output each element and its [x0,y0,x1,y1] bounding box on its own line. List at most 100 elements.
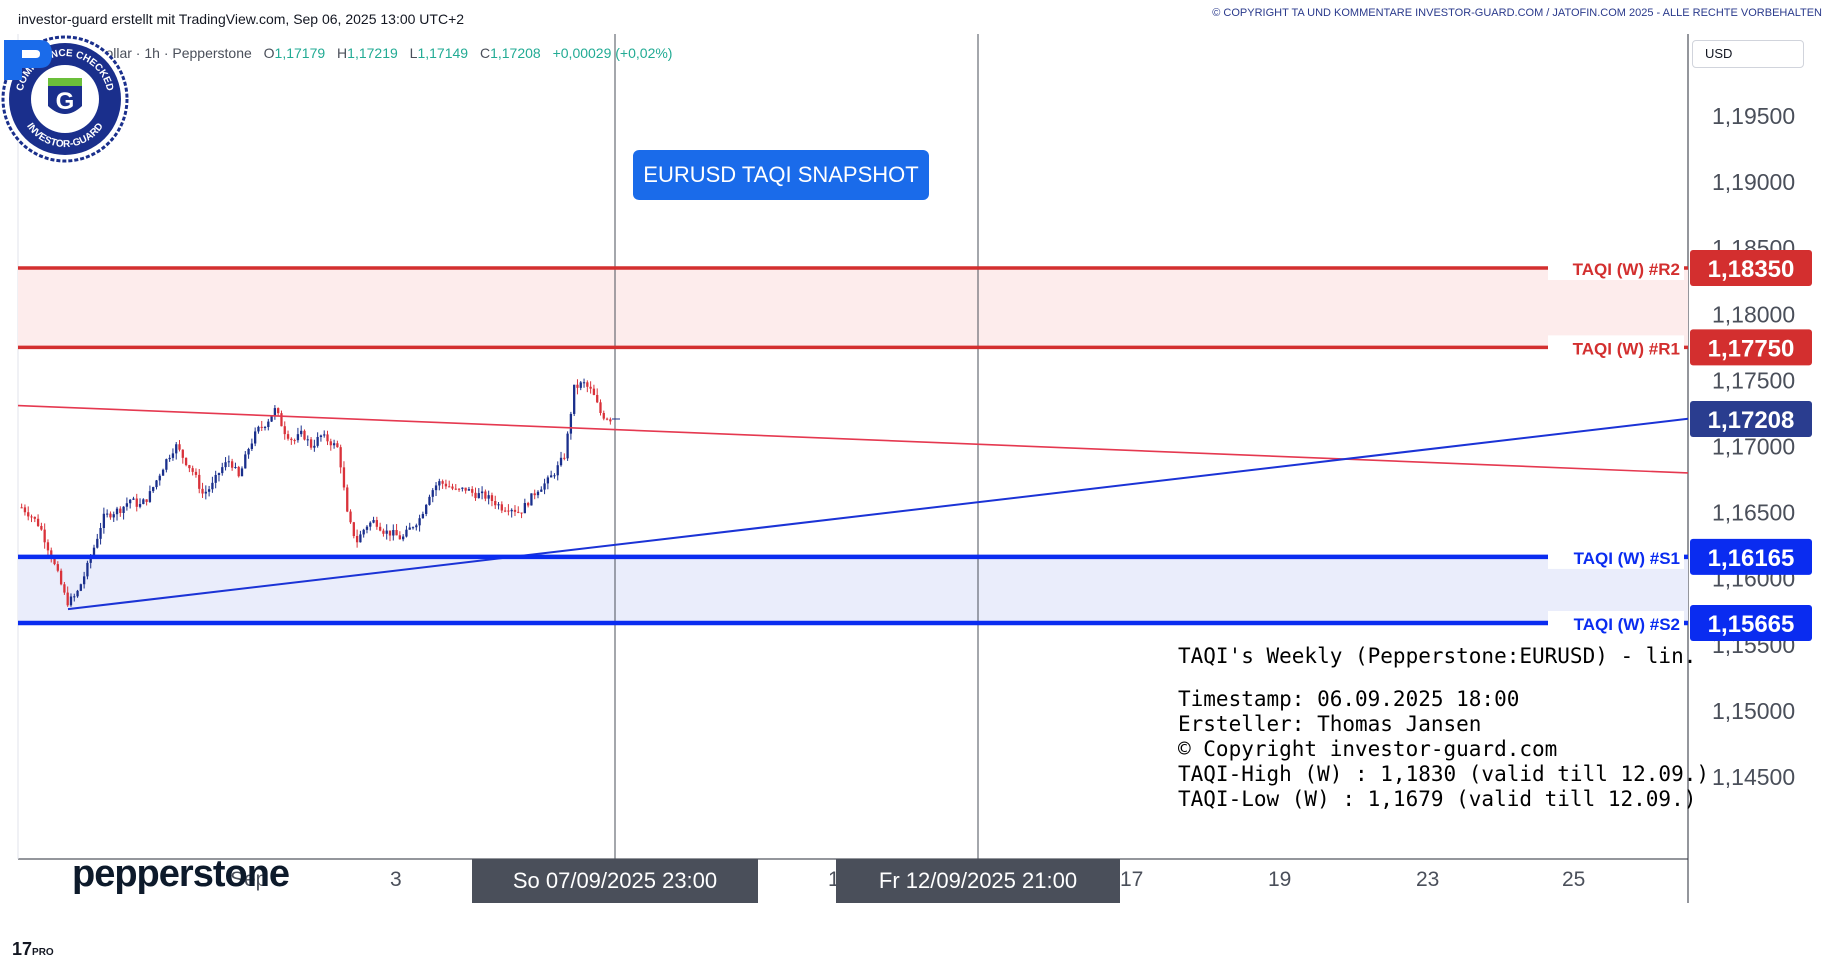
candle-body [161,469,165,476]
chart-area[interactable]: 1,19500 1,19000 1,18500 1,18000 1,17500 1,170… [0,34,1828,959]
level-price-label: 1,15665 [1708,611,1795,638]
candle-body [573,384,576,414]
candle-body [500,504,503,511]
candle-body [148,491,152,502]
candle-body [497,504,500,506]
x-tick-label: 1 [828,868,840,891]
candle-body [523,503,526,514]
level-name-label: TAQI (W) #R1 [1573,339,1680,358]
candle-body [181,449,184,458]
candle-body [33,516,36,519]
info-line-6: TAQI-Low (W) : 1,1679 (valid till 12.09.… [1178,787,1697,811]
blue-trendline [67,417,1689,611]
candle-body [217,473,221,475]
candle-body [546,477,550,484]
candle-body [592,388,596,395]
candle-body [109,513,112,518]
info-line-1: TAQI's Weekly (Pepperstone:EURUSD) - lin… [1178,644,1697,668]
candle-body [566,433,569,459]
candle-body [586,382,589,387]
level-price-badge [1690,250,1812,287]
level-name-label: TAQI (W) #R2 [1573,260,1680,279]
candle-body [40,525,43,530]
candle-body [388,530,392,536]
candle-body [339,447,342,468]
candle-body [69,596,73,606]
candle-body [395,530,398,536]
currency-selector[interactable]: USD [1692,40,1804,68]
candle-body [132,498,135,500]
level-price-label: 1,18350 [1708,256,1795,283]
candle-body [283,426,286,435]
candle-body [526,503,530,506]
candle-body [408,527,411,530]
level-price-badge [1690,605,1812,642]
level-name-bg [1548,256,1684,281]
candle-body [349,511,352,523]
compliance-badge-logo: COMPLIANCE CHECKED INVESTOR-GUARD G [1,35,129,163]
info-line-4: © Copyright investor-guard.com [1178,737,1558,761]
candle-body [168,457,171,460]
candle-body [267,421,270,428]
candle-body [431,490,434,497]
pepperstone-logo-icon [4,40,52,80]
tradingview-logo: 17PRO [12,939,54,960]
candle-body [119,508,122,513]
candle-body [204,491,207,494]
x-tick-label: 3 [390,868,402,891]
candle-body [507,510,510,512]
candle-body [115,508,119,515]
candle-body [605,418,609,420]
candle-body [191,468,194,472]
candle-body [487,495,490,499]
candle-body [260,426,263,428]
candle-body [122,506,125,513]
candle-body [536,491,540,496]
candle-body [250,443,254,449]
candle-body [533,493,536,496]
x-tick-label: 23 [1416,868,1440,891]
candle-body [372,520,375,523]
candle-body [27,512,30,517]
candle-body [257,426,260,432]
candle-body [79,584,82,591]
y-tick-label: 1,17500 [1712,367,1795,393]
high-label: H [337,45,348,61]
pepperstone-wordmark: pepperstone [72,853,290,895]
candle-body [280,413,283,427]
candle-body [375,520,378,527]
candle-body [237,466,240,477]
level-name-label: TAQI (W) #S2 [1574,615,1680,634]
snapshot-title-box[interactable]: EURUSD TAQI SNAPSHOT [633,150,929,200]
low-value: 1,17149 [417,45,469,61]
level-price-badge [1690,538,1812,575]
candle-body [382,530,385,534]
candle-body [135,498,138,507]
candle-body [86,562,89,577]
taqi-info-panel: TAQI's Weekly (Pepperstone:EURUSD) - lin… [1178,644,1709,812]
info-line-5: TAQI-High (W) : 1,1830 (valid till 12.09… [1178,762,1710,786]
candle-body [303,430,306,440]
candle-body [230,461,234,468]
candle-body [461,487,464,489]
candle-body [43,529,46,543]
candle-body [240,468,244,477]
copyright-notice: © COPYRIGHT TA UND KOMMENTARE INVESTOR-G… [1212,7,1822,19]
candle-body [82,576,86,585]
candle-body [329,441,332,446]
candle-body [484,491,487,499]
chart-canvas[interactable]: 1,195001,190001,185001,180001,175001,170… [0,34,1828,937]
candle-body [451,486,454,489]
candle-body [76,590,79,597]
candle-body [550,475,553,478]
candle-body [102,513,106,529]
x-tick-label: Sep [230,868,268,891]
candle-body [270,416,273,422]
candle-body [448,486,451,488]
level-price-badge [1690,329,1812,366]
candle-body [214,474,217,483]
candle-body [457,488,461,490]
candle-body [73,596,76,598]
last-price-label: 1,17208 [1708,407,1795,434]
info-line-3: Ersteller: Thomas Jansen [1178,712,1482,736]
